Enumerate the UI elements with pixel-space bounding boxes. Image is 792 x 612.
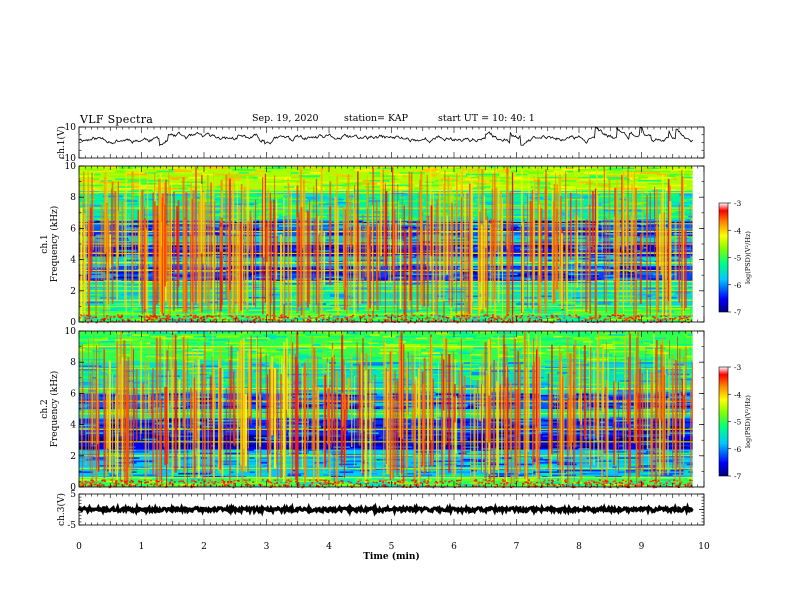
time-tick-label: 9 xyxy=(639,542,645,552)
colorbar-tick-label: -3 xyxy=(734,363,742,372)
ch2-freq-ticks-label: 10 xyxy=(65,327,77,337)
time-tick-label: 0 xyxy=(76,542,82,552)
ch1-freq-label: ch.1Frequency (kHz) xyxy=(40,206,60,283)
ch3-waveform-trace xyxy=(77,502,694,517)
time-tick-label: 2 xyxy=(201,542,207,552)
ch2-spectrogram-xticks xyxy=(78,331,705,487)
spectrum-line xyxy=(79,285,693,287)
spectrum-line xyxy=(79,290,693,292)
ch1-freq-ticks-label: 0 xyxy=(70,318,76,328)
ch1-ylabel: ch.1(V) xyxy=(56,126,67,159)
ch1-spectrogram xyxy=(79,166,704,324)
colorbar-tick-label: -7 xyxy=(734,308,742,317)
ch2-freq-ticks-label: 4 xyxy=(70,421,76,431)
ch3-waveform-xticks xyxy=(78,494,705,525)
ch1-freq-ticks-label: 2 xyxy=(70,287,76,297)
time-tick-label: 7 xyxy=(514,542,520,552)
ch1-yticks: 10 -10 xyxy=(62,123,704,164)
ch2-freq-label: ch.2Frequency (kHz) xyxy=(40,371,60,448)
ch1-spectrogram-xticks xyxy=(78,166,705,322)
time-tick-label: 4 xyxy=(326,542,332,552)
colorbar-gradient xyxy=(718,202,729,313)
colorbar-tick-label: -3 xyxy=(734,199,742,208)
station-label: station= KAP xyxy=(344,113,408,124)
time-tick-label: 5 xyxy=(389,542,395,552)
colorbar-gradient xyxy=(718,366,729,477)
ch2-freq-ticks-label: 6 xyxy=(70,389,76,399)
ch2-freq-ticks-label: 0 xyxy=(70,483,76,493)
ch1-colorbar: -3 -4 -5 -6 -7 log(PSD)(V²/Hz) xyxy=(718,199,752,317)
time-tick-label: 3 xyxy=(264,542,270,552)
time-tick-label: 10 xyxy=(698,542,710,552)
ch3-yticks: 5 -5 xyxy=(67,490,704,531)
ch1-freq-ticks-label: 8 xyxy=(70,193,76,203)
ch1-yticks-label: -10 xyxy=(62,154,77,164)
colorbar-label: log(PSD)(V²/Hz) xyxy=(744,231,752,284)
ch1-freq-ticks: 0 2 4 6 8 10 xyxy=(65,162,704,328)
start-time-label: start UT = 10: 40: 1 xyxy=(438,113,535,124)
colorbar-tick-label: -6 xyxy=(734,445,742,454)
ch1-freq-ticks-label: 6 xyxy=(70,224,76,234)
ch2-freq-ticks: 0 2 4 6 8 10 xyxy=(65,327,704,493)
ch2-freq-ticks-label: 2 xyxy=(70,452,76,462)
ch1-yticks-label: 10 xyxy=(65,123,77,133)
time-tick-label: 6 xyxy=(451,542,457,552)
colorbar-tick-label: -5 xyxy=(734,418,742,427)
colorbar-tick-label: -7 xyxy=(734,472,742,481)
spectrum-line xyxy=(79,269,693,272)
ch1-freq-ticks-label: 4 xyxy=(70,256,76,266)
colorbar-tick-label: -4 xyxy=(734,390,742,399)
ch2-freq-ticks-label: 8 xyxy=(70,358,76,368)
time-tick-label: 8 xyxy=(576,542,582,552)
ch1-waveform-xticks xyxy=(78,127,705,158)
colorbar-label: log(PSD)(V²/Hz) xyxy=(744,395,752,448)
spectrum-line xyxy=(79,313,693,315)
ch3-yticks-label: -5 xyxy=(67,521,76,531)
time-axis: 0 1 2 3 4 5 6 7 8 9 10 Time (min) xyxy=(76,542,710,562)
colorbar-tick-label: -5 xyxy=(734,254,742,263)
spectrum-line xyxy=(79,305,693,307)
figure-title: VLF Spectra xyxy=(80,113,154,126)
spectrum-line xyxy=(79,467,693,469)
spectrum-line xyxy=(79,299,693,301)
colorbar-tick-label: -6 xyxy=(734,281,742,290)
ch3-yticks-label: 5 xyxy=(70,490,76,500)
ch2-colorbar: -3 -4 -5 -6 -7 log(PSD)(V²/Hz) xyxy=(718,363,752,481)
ch3-ylabel: ch.3(V) xyxy=(56,493,67,526)
spectrum-line xyxy=(79,280,693,282)
ch2-spectrogram xyxy=(79,331,704,489)
ch1-freq-ticks-label: 10 xyxy=(65,162,77,172)
ch1-waveform-trace xyxy=(78,126,694,147)
date-label: Sep. 19, 2020 xyxy=(252,113,319,124)
time-tick-label: 1 xyxy=(139,542,145,552)
colorbar-tick-label: -4 xyxy=(734,226,742,235)
spectrum-line xyxy=(79,477,693,479)
time-axis-label: Time (min) xyxy=(363,551,420,562)
